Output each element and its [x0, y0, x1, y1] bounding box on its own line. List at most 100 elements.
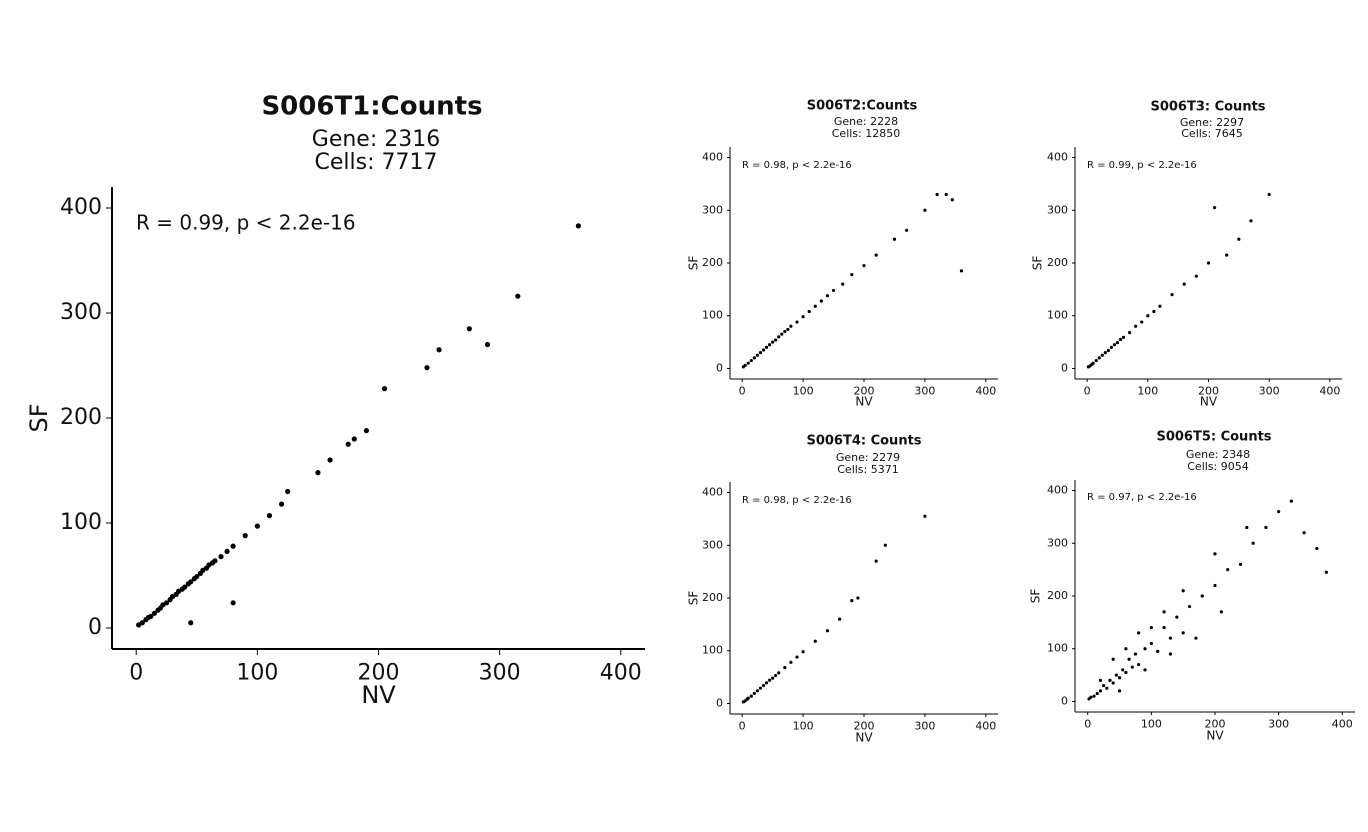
point — [950, 198, 954, 202]
annotation: R = 0.98, p < 2.2e-16 — [742, 495, 852, 506]
x-tick-label: 400 — [975, 719, 996, 732]
point — [1277, 510, 1281, 514]
point — [345, 441, 351, 447]
y-tick-label: 200 — [702, 256, 723, 269]
x-tick-label: 300 — [914, 384, 935, 397]
point — [1156, 649, 1160, 653]
x-tick-label: 0 — [129, 661, 143, 686]
point — [1170, 293, 1174, 297]
point — [224, 548, 230, 554]
point — [1133, 652, 1138, 656]
point — [1194, 636, 1198, 640]
point — [194, 573, 200, 580]
annotation: R = 0.97, p < 2.2e-16 — [1087, 492, 1197, 503]
x-axis-label: NV — [1200, 395, 1218, 409]
point — [850, 599, 854, 603]
point — [1181, 589, 1185, 593]
point — [774, 338, 778, 342]
point — [1143, 668, 1147, 672]
point — [767, 343, 772, 347]
point — [1237, 237, 1241, 241]
point — [1251, 541, 1255, 545]
point — [1089, 695, 1093, 699]
point — [807, 309, 811, 314]
point — [905, 228, 909, 232]
chart-title: S006T3: Counts — [1150, 100, 1265, 115]
x-tick-label: 100 — [236, 661, 278, 686]
point — [874, 559, 878, 563]
point — [1162, 610, 1166, 614]
point — [363, 428, 369, 434]
x-tick-label: 300 — [1259, 384, 1280, 397]
point — [1226, 568, 1230, 572]
y-tick-label: 0 — [1061, 694, 1068, 707]
point — [1124, 647, 1128, 651]
y-tick-label: 400 — [1047, 484, 1068, 497]
point — [254, 523, 260, 529]
point — [758, 351, 763, 355]
point — [795, 655, 799, 659]
x-tick-label: 400 — [1319, 384, 1340, 397]
x-tick-label: 400 — [975, 384, 996, 397]
y-tick-label: 300 — [702, 538, 723, 551]
annotation: R = 0.99, p < 2.2e-16 — [1087, 160, 1197, 171]
y-tick-label: 200 — [60, 405, 102, 430]
point — [1168, 636, 1173, 640]
point — [266, 513, 273, 519]
chart-subtitle: Gene: 2348 — [1186, 448, 1250, 461]
point — [749, 694, 753, 698]
chart-subtitle: Cells: 7645 — [1181, 127, 1243, 140]
point — [883, 543, 887, 547]
x-tick-label: 0 — [1084, 717, 1091, 730]
point — [892, 237, 897, 241]
point — [182, 584, 188, 590]
point — [1302, 531, 1306, 535]
point — [212, 558, 218, 564]
annotation: R = 0.98, p < 2.2e-16 — [742, 160, 852, 171]
y-tick-label: 200 — [1047, 256, 1068, 269]
point — [1102, 684, 1106, 688]
chart-subtitle: Gene: 2316 — [312, 127, 440, 152]
point — [1162, 626, 1166, 630]
point — [1249, 219, 1253, 223]
point — [1097, 356, 1101, 360]
point — [771, 676, 775, 680]
y-tick-label: 300 — [702, 203, 723, 216]
point — [1118, 337, 1123, 342]
point — [1121, 335, 1126, 339]
point — [767, 678, 772, 682]
point — [783, 329, 787, 334]
point — [764, 681, 769, 685]
point — [1245, 525, 1249, 530]
x-tick-label: 200 — [1198, 384, 1219, 397]
point — [1105, 686, 1109, 690]
point — [783, 666, 787, 670]
point — [813, 304, 817, 308]
point — [1289, 499, 1293, 503]
x-tick-label: 100 — [793, 719, 814, 732]
y-tick-label: 300 — [60, 300, 102, 325]
point — [1315, 546, 1319, 551]
point — [1134, 324, 1138, 328]
x-tick-label: 200 — [854, 719, 875, 732]
y-tick-label: 0 — [1061, 361, 1068, 374]
x-tick-label: 100 — [793, 384, 814, 397]
y-tick-label: 400 — [702, 486, 723, 499]
y-tick-label: 300 — [1047, 203, 1068, 216]
point — [743, 363, 747, 367]
chart-title: S006T1:Counts — [261, 92, 482, 122]
y-axis-label: SF — [687, 256, 701, 271]
y-axis-label: SF — [1031, 256, 1045, 271]
x-axis-label: NV — [855, 395, 873, 409]
point — [1149, 626, 1153, 630]
point — [315, 470, 321, 476]
y-tick-label: 200 — [702, 591, 723, 604]
point — [862, 264, 866, 268]
point — [285, 488, 291, 495]
point — [752, 356, 756, 360]
x-axis-label: NV — [855, 731, 873, 745]
point — [746, 696, 750, 700]
y-tick-label: 0 — [88, 615, 102, 640]
point — [1213, 583, 1217, 588]
chart-subtitle: Cells: 9054 — [1187, 460, 1249, 473]
